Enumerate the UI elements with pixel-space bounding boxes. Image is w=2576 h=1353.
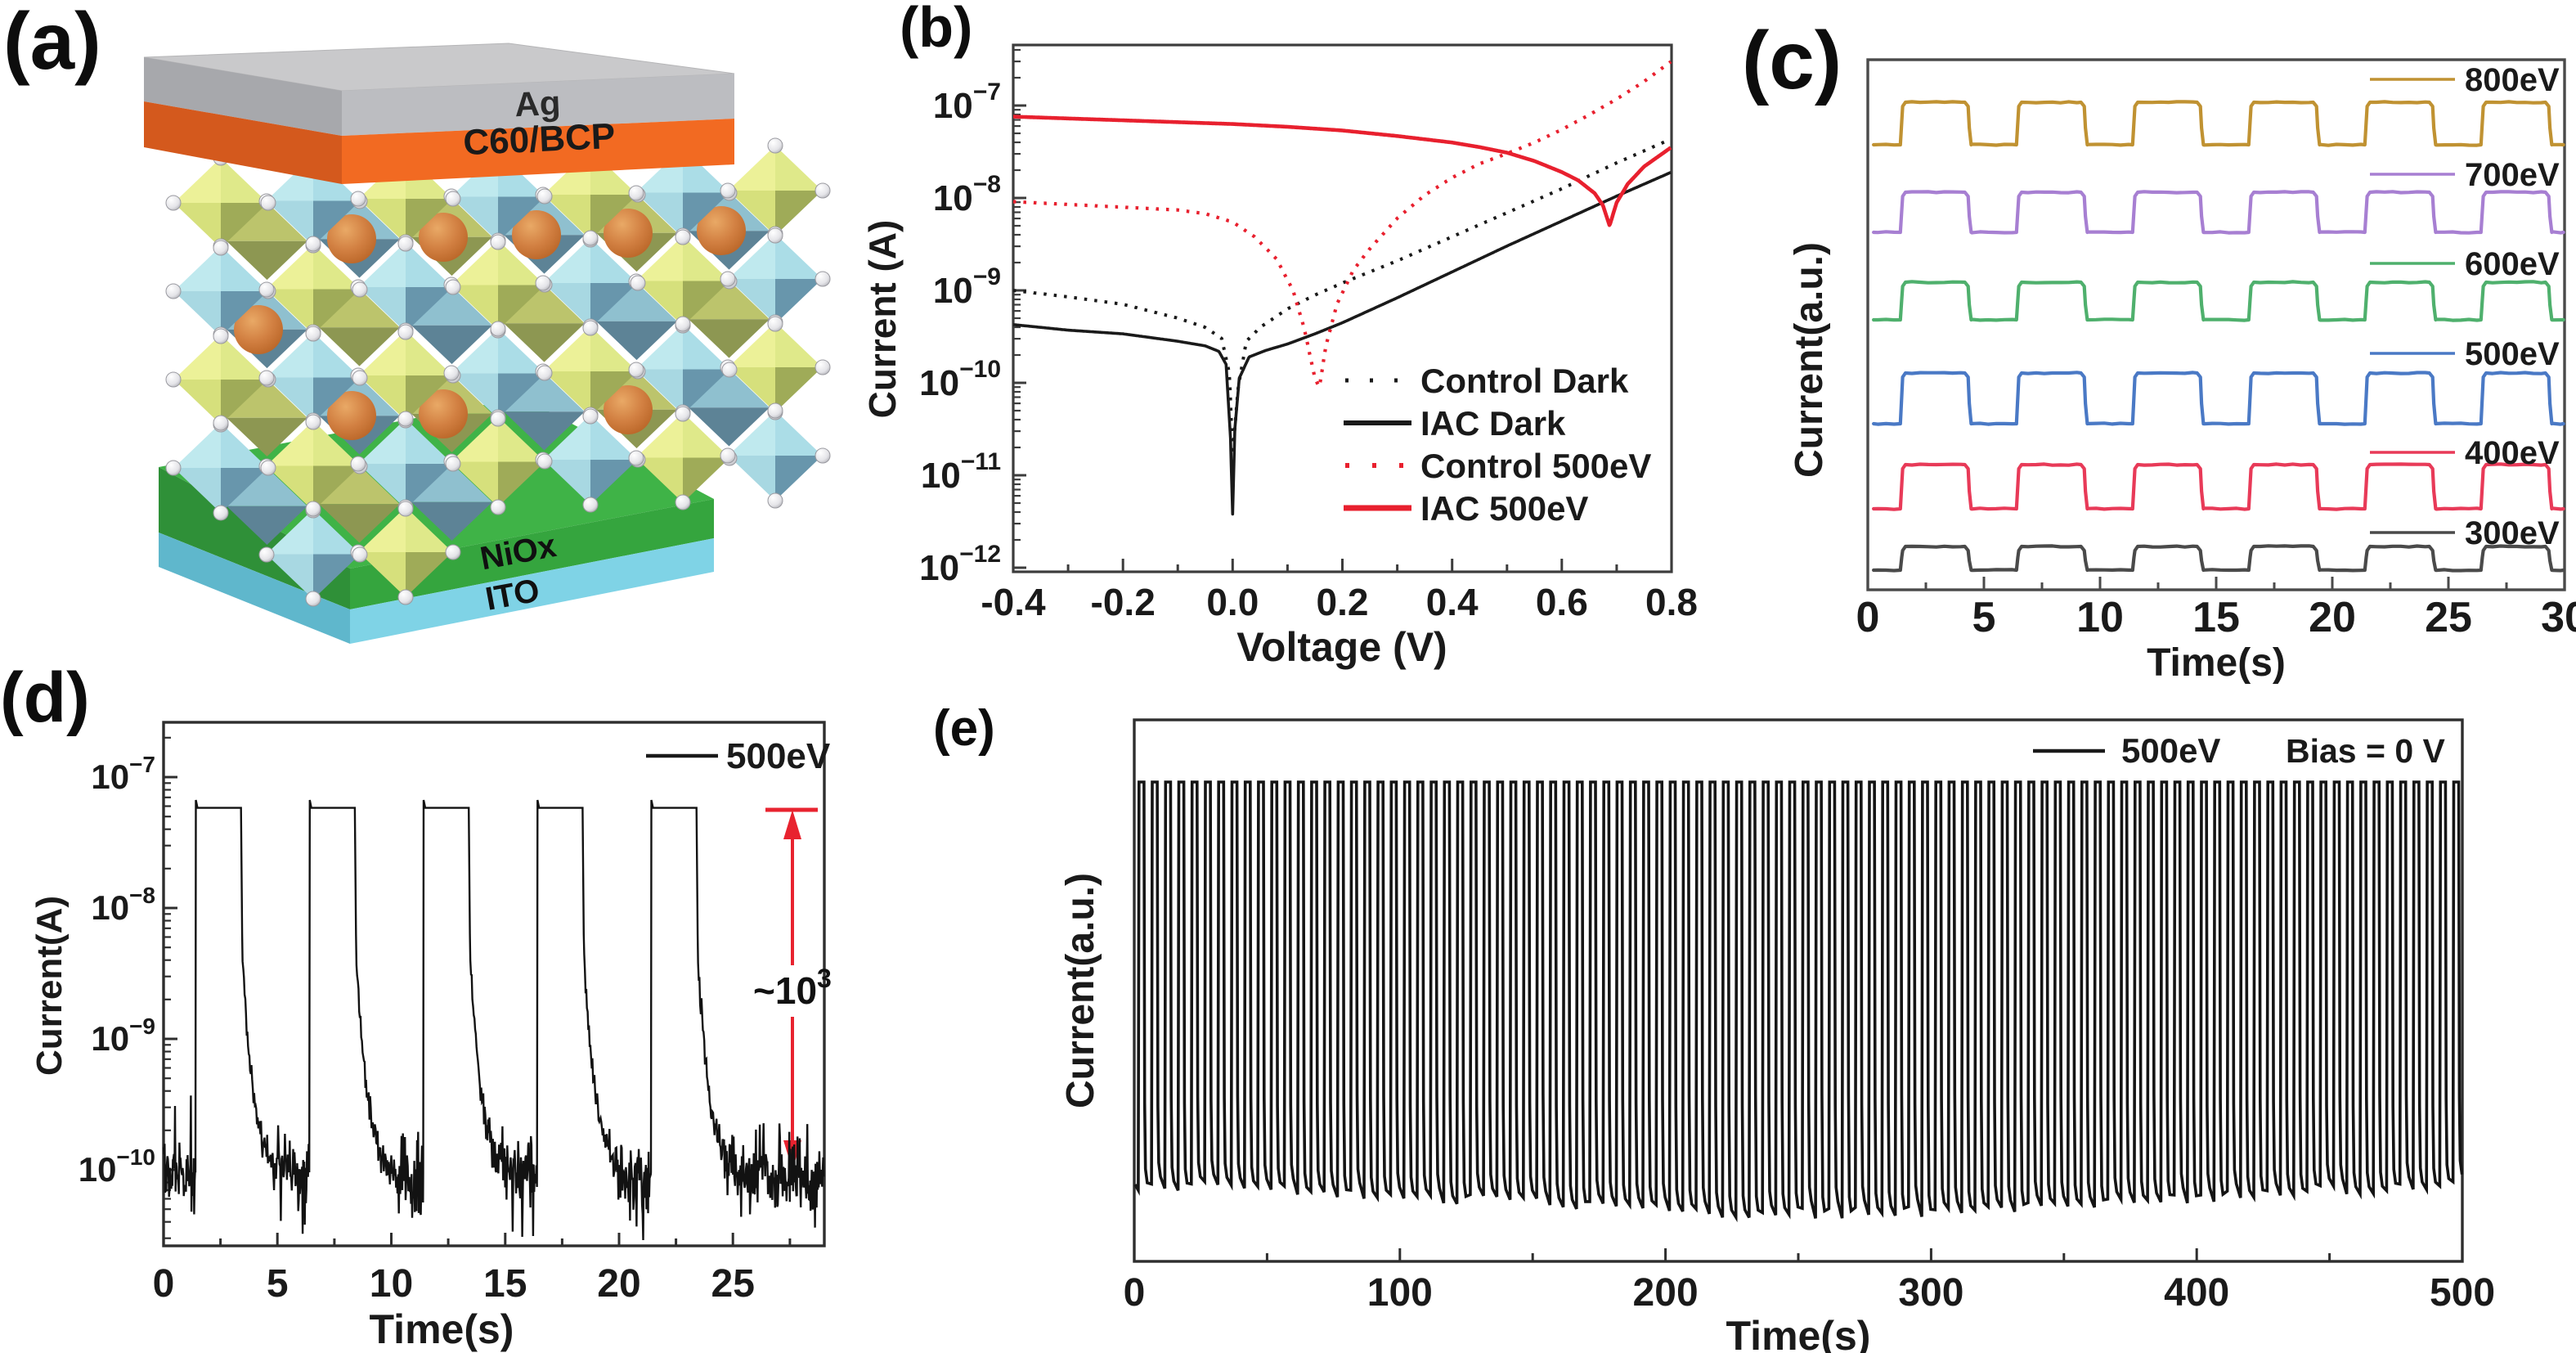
- svg-text:0.0: 0.0: [1206, 581, 1259, 623]
- svg-text:15: 15: [483, 1262, 527, 1306]
- svg-text:500eV: 500eV: [2465, 336, 2560, 372]
- svg-text:Time(s): Time(s): [1726, 1313, 1871, 1353]
- svg-text:Bias = 0 V: Bias = 0 V: [2286, 732, 2446, 770]
- svg-text:100: 100: [1367, 1271, 1433, 1315]
- svg-text:Current (A): Current (A): [861, 220, 904, 419]
- svg-text:500: 500: [2430, 1271, 2495, 1315]
- svg-text:Time(s): Time(s): [2147, 641, 2286, 685]
- svg-text:20: 20: [597, 1262, 640, 1306]
- svg-text:0: 0: [153, 1262, 175, 1306]
- svg-text:0.2: 0.2: [1317, 581, 1369, 623]
- svg-text:500eV: 500eV: [726, 736, 831, 776]
- svg-text:700eV: 700eV: [2465, 157, 2560, 193]
- svg-text:Ag: Ag: [514, 83, 561, 124]
- svg-text:C60/BCP: C60/BCP: [462, 116, 616, 163]
- svg-text:(c): (c): [1742, 15, 1842, 106]
- svg-text:(b): (b): [900, 0, 972, 59]
- svg-text:600eV: 600eV: [2465, 246, 2560, 282]
- svg-text:Time(s): Time(s): [370, 1306, 514, 1352]
- svg-text:Current(A): Current(A): [29, 896, 70, 1076]
- svg-text:Control Dark: Control Dark: [1420, 362, 1629, 400]
- svg-text:20: 20: [2309, 594, 2356, 641]
- svg-text:0.6: 0.6: [1536, 581, 1588, 623]
- svg-text:Voltage (V): Voltage (V): [1236, 624, 1447, 670]
- svg-text:400eV: 400eV: [2465, 435, 2560, 471]
- svg-text:300: 300: [1898, 1271, 1963, 1315]
- svg-text:10−7: 10−7: [933, 79, 1001, 126]
- svg-text:IAC Dark: IAC Dark: [1420, 404, 1566, 443]
- svg-text:500eV: 500eV: [2121, 731, 2220, 770]
- svg-text:10−8: 10−8: [933, 171, 1001, 218]
- svg-text:10: 10: [370, 1262, 413, 1306]
- svg-text:Current(a.u.): Current(a.u.): [1059, 873, 1102, 1108]
- svg-text:25: 25: [2425, 594, 2472, 641]
- svg-text:(a): (a): [3, 0, 101, 86]
- svg-text:5: 5: [1972, 594, 1996, 641]
- svg-text:200: 200: [1633, 1271, 1699, 1315]
- svg-text:IAC 500eV: IAC 500eV: [1420, 489, 1588, 528]
- svg-text:400: 400: [2164, 1271, 2229, 1315]
- svg-text:5: 5: [267, 1262, 289, 1306]
- svg-text:Current(a.u.): Current(a.u.): [1788, 242, 1831, 478]
- svg-text:(d): (d): [0, 659, 90, 737]
- svg-text:0: 0: [1124, 1271, 1146, 1315]
- svg-text:15: 15: [2192, 594, 2240, 641]
- svg-text:300eV: 300eV: [2465, 515, 2560, 551]
- svg-text:(e): (e): [933, 700, 995, 757]
- svg-text:Control 500eV: Control 500eV: [1420, 447, 1651, 485]
- svg-text:10−8: 10−8: [91, 883, 155, 927]
- svg-text:-0.4: -0.4: [981, 581, 1046, 623]
- svg-text:0: 0: [1856, 594, 1880, 641]
- svg-text:-0.2: -0.2: [1091, 581, 1156, 623]
- svg-text:25: 25: [711, 1262, 755, 1306]
- svg-text:0.8: 0.8: [1645, 581, 1698, 623]
- svg-text:800eV: 800eV: [2465, 62, 2560, 98]
- svg-text:0.4: 0.4: [1426, 581, 1479, 623]
- svg-text:10: 10: [2076, 594, 2124, 641]
- svg-text:30: 30: [2541, 594, 2576, 641]
